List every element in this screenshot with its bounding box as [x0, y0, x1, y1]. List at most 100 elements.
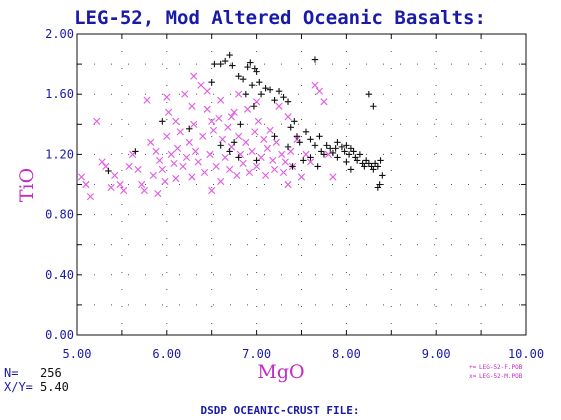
data-point-m [239, 159, 247, 168]
data-point-f [316, 133, 323, 140]
data-point-f [347, 145, 355, 152]
data-point-m [269, 156, 277, 165]
data-point-f [262, 84, 269, 92]
data-point-m [251, 128, 259, 136]
data-point-m [98, 158, 106, 166]
data-point-m [149, 171, 157, 180]
data-point-f [280, 94, 287, 101]
data-point-f [361, 163, 368, 170]
data-point-m [147, 138, 155, 146]
data-point-m [170, 159, 178, 168]
data-point-m [163, 93, 171, 101]
data-point-f [287, 124, 294, 131]
data-point-f [284, 98, 292, 105]
y-tick-label: 2.00 [45, 27, 74, 41]
data-point-m [172, 117, 180, 125]
data-point-f [247, 59, 254, 66]
x-tick-label: 7.00 [242, 347, 271, 361]
data-point-m [275, 102, 283, 110]
legend-entry-m: LEG-52-M.POB [479, 373, 523, 380]
data-point-m [324, 150, 333, 158]
data-point-f [244, 63, 251, 71]
chart-title: LEG-52, Mod Altered Oceanic Basalts: [74, 7, 486, 29]
data-point-m [185, 138, 193, 146]
y-tick-label: 1.20 [45, 147, 74, 161]
data-point-m [143, 96, 151, 104]
data-point-m [120, 186, 128, 195]
data-point-f [311, 56, 319, 63]
legend-entry-f: LEG-52-F.POB [479, 364, 523, 371]
data-point-f [235, 72, 242, 80]
data-point-f [266, 86, 274, 93]
data-point-m [173, 144, 182, 152]
y-axis-tick-labels: 0.00 0.40 0.80 1.20 1.60 2.00 [45, 27, 74, 342]
data-point-f [132, 148, 139, 155]
data-point-f [350, 148, 357, 155]
data-point-m [306, 158, 315, 166]
data-point-m [181, 90, 189, 98]
legend-symbol-f: += [469, 364, 477, 371]
data-point-m [235, 90, 243, 98]
data-point-m [172, 174, 180, 183]
data-point-m [138, 180, 146, 189]
data-point-f [284, 143, 292, 151]
data-point-m [248, 147, 256, 155]
data-point-m [233, 171, 241, 180]
data-point-f [217, 60, 224, 68]
data-point-m [284, 180, 292, 189]
data-point-m [190, 72, 198, 80]
data-point-m [191, 147, 200, 155]
data-point-f [318, 148, 325, 155]
data-point-f [275, 87, 283, 95]
data-point-f [343, 142, 350, 149]
data-point-m [263, 144, 271, 152]
data-point-m [176, 128, 184, 136]
data-point-m [226, 165, 234, 174]
axis-ticks [76, 34, 526, 336]
data-point-m [197, 81, 205, 89]
data-point-f [271, 97, 278, 104]
data-point-m [203, 87, 211, 95]
data-point-f [341, 148, 348, 155]
data-point-m [254, 117, 262, 125]
data-point-m [244, 105, 252, 113]
data-point-f [230, 139, 238, 146]
data-point-f [217, 142, 224, 149]
data-point-m [261, 171, 270, 180]
data-point-m [200, 168, 209, 177]
data-point-m [311, 81, 319, 89]
data-point-f [208, 78, 215, 86]
x-tick-label: 8.00 [332, 347, 361, 361]
x-axis-tick-labels: 5.00 6.00 7.00 8.00 9.00 10.00 [63, 347, 545, 361]
data-point-f [365, 160, 373, 167]
data-point-m [227, 113, 236, 121]
data-point-m [278, 150, 286, 158]
data-point-f [374, 163, 382, 170]
legend: += LEG-52-F.POB x= LEG-52-M.POB [469, 364, 523, 380]
data-point-f [332, 145, 339, 152]
data-point-f [371, 160, 379, 167]
data-point-m [209, 126, 218, 134]
data-point-f [307, 136, 314, 143]
data-point-m [270, 165, 279, 174]
data-point-m [208, 186, 216, 195]
data-point-m [281, 158, 289, 166]
grid-lines [77, 34, 526, 335]
data-point-m [129, 150, 137, 158]
data-point-f [345, 151, 353, 158]
data-point-f [253, 157, 260, 164]
data-point-f [257, 91, 265, 98]
data-point-f [356, 151, 364, 158]
y-tick-label: 0.00 [45, 328, 74, 342]
data-point-m [302, 150, 310, 158]
y-axis-label: TiO [16, 168, 38, 202]
data-points [77, 51, 386, 201]
data-point-m [93, 117, 101, 125]
data-point-f [159, 118, 166, 125]
data-point-m [253, 162, 261, 171]
data-point-f [302, 128, 310, 136]
data-point-m [107, 183, 115, 192]
data-point-m [287, 147, 295, 155]
data-point-f [334, 154, 341, 161]
